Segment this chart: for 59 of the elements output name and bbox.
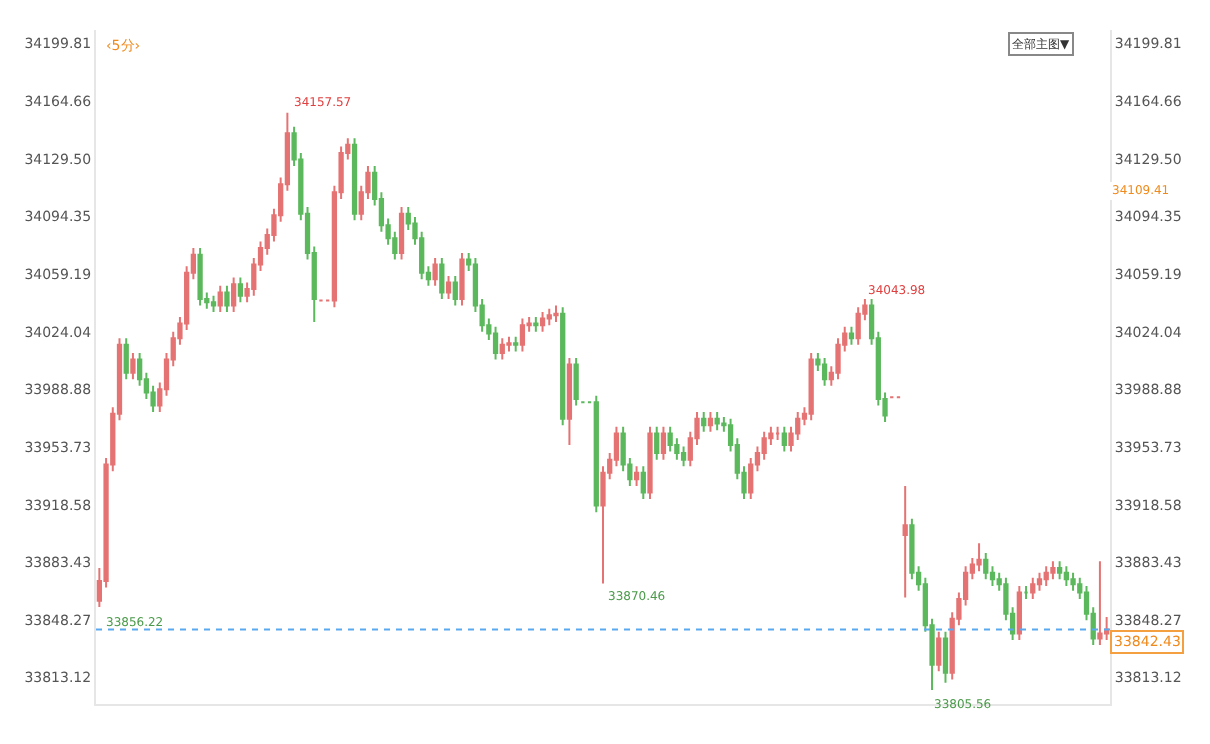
candlestick xyxy=(1023,584,1029,601)
candlestick xyxy=(647,425,653,501)
candlestick xyxy=(1057,560,1063,581)
candlestick xyxy=(1070,571,1076,592)
candlestick xyxy=(1043,565,1049,587)
candlestick xyxy=(640,465,646,501)
candlestick xyxy=(445,274,452,300)
candlestick xyxy=(983,552,989,581)
candlestick xyxy=(513,335,519,353)
candlestick xyxy=(123,337,129,381)
candlestick xyxy=(237,276,244,304)
candlestick xyxy=(1050,560,1056,581)
candlestick xyxy=(1030,576,1036,601)
candlestick xyxy=(667,425,673,453)
candlestick xyxy=(130,352,136,381)
candlestick xyxy=(224,284,230,314)
candlestick xyxy=(855,306,861,346)
candlestick xyxy=(439,256,445,300)
candlestick xyxy=(546,307,552,327)
candlestick xyxy=(492,325,499,361)
candlestick xyxy=(553,304,559,323)
candlestick xyxy=(560,306,566,427)
candlestick xyxy=(398,206,405,261)
candlestick xyxy=(680,445,687,468)
candlestick xyxy=(432,256,438,287)
candlestick xyxy=(821,356,828,387)
candlestick xyxy=(902,484,908,599)
candlestick xyxy=(1097,560,1103,646)
candlestick xyxy=(452,274,458,307)
candlestick xyxy=(499,337,505,361)
candlestick xyxy=(1063,565,1069,587)
candlestick xyxy=(351,137,358,222)
candlestick xyxy=(701,411,707,433)
candlestick xyxy=(781,425,787,453)
candlestick xyxy=(593,394,599,514)
candlestick xyxy=(210,294,217,314)
candlestick xyxy=(539,311,546,333)
candlestick xyxy=(942,630,949,684)
candlestick xyxy=(633,465,640,487)
candlestick xyxy=(506,335,512,353)
candlestick xyxy=(217,284,223,314)
candlestick xyxy=(566,356,573,446)
candlestick xyxy=(707,411,714,433)
candlestick xyxy=(936,630,942,673)
candlestick xyxy=(459,252,465,307)
candlestick xyxy=(808,352,814,422)
candlestick xyxy=(519,317,526,353)
candlestick xyxy=(1036,571,1043,592)
candlestick xyxy=(714,411,720,432)
candlestick xyxy=(654,425,660,461)
candlestick xyxy=(197,247,203,307)
candlestick xyxy=(976,542,982,573)
candlestick xyxy=(774,425,781,441)
candlestick xyxy=(533,315,539,333)
candlestick xyxy=(231,276,237,314)
candlestick xyxy=(573,356,579,407)
candlestick xyxy=(1016,584,1022,642)
candlestick xyxy=(848,325,855,346)
candlestick xyxy=(660,425,667,461)
